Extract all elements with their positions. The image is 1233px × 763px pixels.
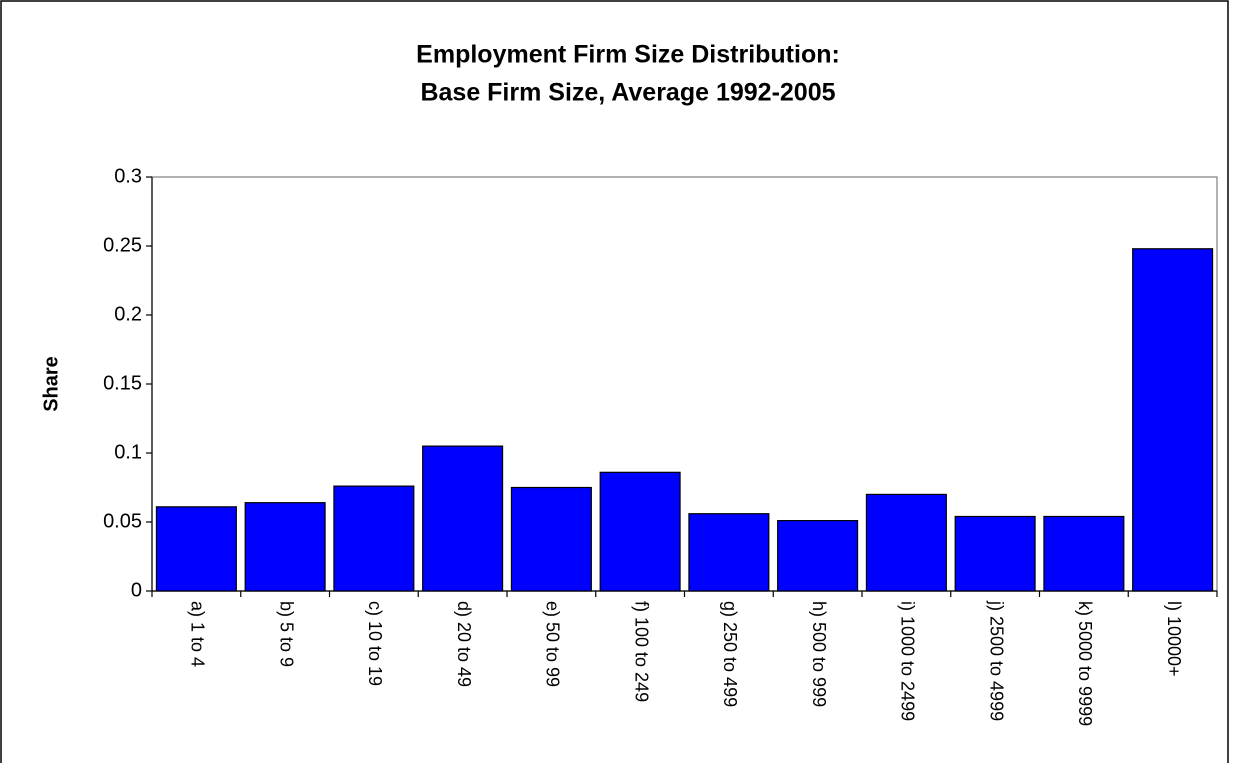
bar <box>599 471 681 592</box>
x-tick-label: l) 10000+ <box>1164 601 1184 677</box>
x-tick-label: g) 250 to 499 <box>720 601 740 707</box>
x-tick-label: c) 10 to 19 <box>365 601 385 686</box>
bar <box>155 506 237 592</box>
x-tick-label: f) 100 to 249 <box>631 601 651 702</box>
x-tick-label: e) 50 to 99 <box>543 601 563 687</box>
y-tick-label: 0.2 <box>114 303 142 325</box>
x-tick-label: k) 5000 to 9999 <box>1075 601 1095 726</box>
bar <box>333 485 415 592</box>
y-axis-label: Share <box>40 356 62 412</box>
y-tick-label: 0.05 <box>103 510 142 532</box>
x-tick-label: a) 1 to 4 <box>188 601 208 667</box>
x-tick-label: j) 2500 to 4999 <box>986 600 1006 721</box>
bar <box>1132 248 1214 592</box>
bar <box>422 445 504 592</box>
x-tick-label: h) 500 to 999 <box>809 601 829 707</box>
y-tick-label: 0.25 <box>103 234 142 256</box>
y-tick-label: 0.1 <box>114 441 142 463</box>
bar <box>954 515 1036 592</box>
bar <box>865 493 947 592</box>
x-tick-label: d) 20 to 49 <box>454 601 474 687</box>
x-tick-label: i) 1000 to 2499 <box>898 601 918 721</box>
bar <box>510 486 592 592</box>
bar <box>1043 515 1125 592</box>
bar <box>777 520 859 592</box>
bar <box>244 502 326 592</box>
x-tick-label: b) 5 to 9 <box>276 601 296 667</box>
y-tick-label: 0 <box>131 579 142 601</box>
y-tick-label: 0.3 <box>114 165 142 187</box>
bar <box>688 513 770 592</box>
chart-title: Employment Firm Size Distribution: <box>416 41 840 69</box>
y-tick-label: 0.15 <box>103 372 142 394</box>
chart-subtitle: Base Firm Size, Average 1992-2005 <box>420 79 835 107</box>
